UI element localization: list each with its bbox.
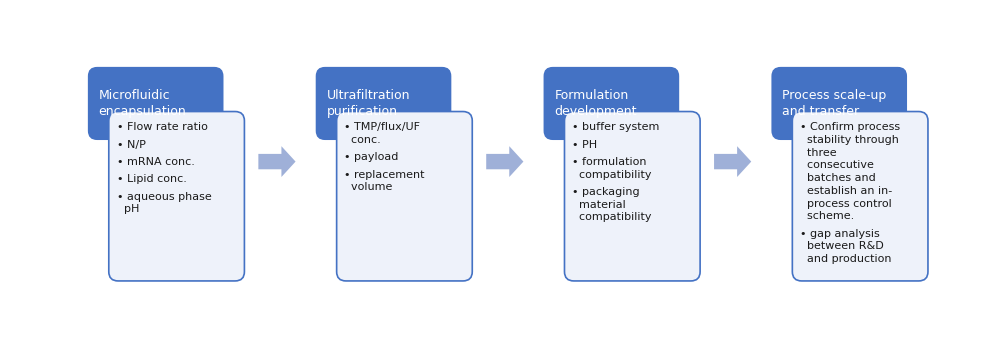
FancyBboxPatch shape <box>564 112 700 281</box>
Text: • PH: • PH <box>572 140 597 150</box>
Text: • replacement: • replacement <box>345 170 425 180</box>
FancyBboxPatch shape <box>792 112 928 281</box>
Text: compatibility: compatibility <box>572 170 652 180</box>
Text: Ultrafiltration
purification: Ultrafiltration purification <box>327 89 410 118</box>
Text: material: material <box>572 200 626 210</box>
Text: batches and: batches and <box>800 173 876 183</box>
Text: conc.: conc. <box>345 135 381 145</box>
Text: Microfluidic
encapsulation: Microfluidic encapsulation <box>98 89 186 118</box>
Text: • TMP/flux/UF: • TMP/flux/UF <box>345 122 421 132</box>
Polygon shape <box>487 146 523 177</box>
Text: • payload: • payload <box>345 152 399 162</box>
FancyBboxPatch shape <box>771 67 907 140</box>
Polygon shape <box>258 146 296 177</box>
Text: between R&D: between R&D <box>800 241 884 251</box>
FancyBboxPatch shape <box>88 67 224 140</box>
Text: process control: process control <box>800 199 891 208</box>
FancyBboxPatch shape <box>544 67 680 140</box>
Text: • buffer system: • buffer system <box>572 122 660 132</box>
Text: • aqueous phase: • aqueous phase <box>116 191 212 202</box>
Text: Formulation
development: Formulation development <box>555 89 637 118</box>
Text: • gap analysis: • gap analysis <box>800 228 880 239</box>
Text: three: three <box>800 148 836 158</box>
Text: scheme.: scheme. <box>800 211 854 221</box>
Text: consecutive: consecutive <box>800 161 874 170</box>
Text: and production: and production <box>800 254 891 264</box>
Text: pH: pH <box>116 204 139 214</box>
Text: • formulation: • formulation <box>572 157 647 167</box>
Text: • Confirm process: • Confirm process <box>800 122 900 132</box>
Text: • Flow rate ratio: • Flow rate ratio <box>116 122 208 132</box>
FancyBboxPatch shape <box>108 112 244 281</box>
Text: compatibility: compatibility <box>572 212 652 222</box>
FancyBboxPatch shape <box>316 67 451 140</box>
Text: • mRNA conc.: • mRNA conc. <box>116 157 194 167</box>
Text: volume: volume <box>345 182 393 193</box>
FancyBboxPatch shape <box>337 112 472 281</box>
Text: stability through: stability through <box>800 135 899 145</box>
Polygon shape <box>714 146 752 177</box>
Text: • N/P: • N/P <box>116 140 146 150</box>
Text: • packaging: • packaging <box>572 187 640 197</box>
Text: Process scale-up
and transfer: Process scale-up and transfer <box>782 89 886 118</box>
Text: • Lipid conc.: • Lipid conc. <box>116 174 186 184</box>
Text: establish an in-: establish an in- <box>800 186 892 196</box>
